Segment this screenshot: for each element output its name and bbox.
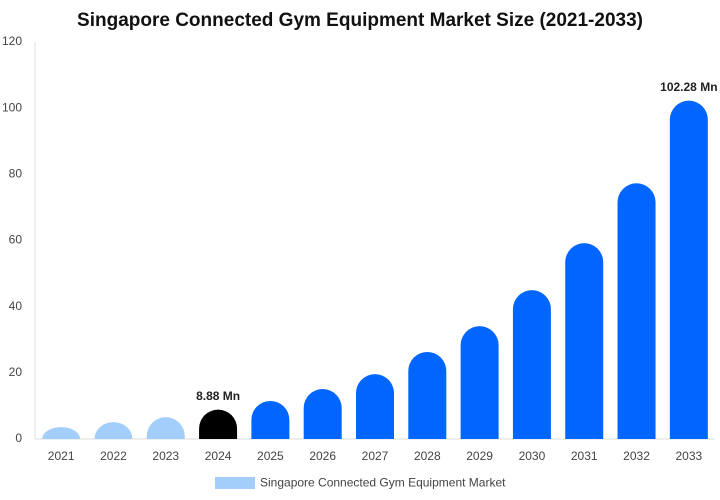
x-tick-label: 2028 bbox=[414, 449, 441, 463]
x-tick-label: 2033 bbox=[675, 449, 702, 463]
bar bbox=[251, 400, 290, 439]
bar bbox=[565, 243, 604, 439]
x-tick-label: 2021 bbox=[48, 449, 75, 463]
y-tick-label: 60 bbox=[9, 233, 23, 247]
x-tick-label: 2029 bbox=[466, 449, 493, 463]
bar bbox=[460, 326, 499, 439]
bar bbox=[356, 374, 394, 439]
bar bbox=[42, 427, 81, 439]
bar bbox=[512, 290, 551, 439]
y-tick-label: 80 bbox=[9, 167, 23, 181]
x-tick-label: 2027 bbox=[362, 449, 389, 463]
bar bbox=[146, 417, 185, 439]
x-tick-label: 2030 bbox=[519, 449, 546, 463]
legend-swatch bbox=[215, 477, 255, 489]
y-tick-label: 120 bbox=[2, 34, 22, 48]
bar bbox=[617, 183, 656, 439]
x-tick-label: 2024 bbox=[205, 449, 232, 463]
x-tick-label: 2031 bbox=[571, 449, 598, 463]
chart-title: Singapore Connected Gym Equipment Market… bbox=[77, 10, 643, 31]
x-tick-label: 2023 bbox=[152, 449, 179, 463]
bar bbox=[303, 389, 342, 439]
y-tick-label: 100 bbox=[2, 100, 22, 114]
bar bbox=[408, 351, 447, 439]
value-label: 8.88 Mn bbox=[196, 389, 240, 403]
y-tick-label: 0 bbox=[15, 431, 22, 445]
bar bbox=[669, 100, 708, 440]
x-tick-label: 2022 bbox=[100, 449, 127, 463]
y-tick-label: 40 bbox=[9, 299, 23, 313]
x-tick-label: 2025 bbox=[257, 449, 284, 463]
bar bbox=[199, 409, 238, 439]
value-label: 102.28 Mn bbox=[660, 80, 717, 94]
x-tick-label: 2032 bbox=[623, 449, 650, 463]
legend-label: Singapore Connected Gym Equipment Market bbox=[260, 476, 506, 490]
y-tick-label: 20 bbox=[9, 365, 23, 379]
x-tick-label: 2026 bbox=[309, 449, 336, 463]
bar bbox=[94, 422, 133, 439]
